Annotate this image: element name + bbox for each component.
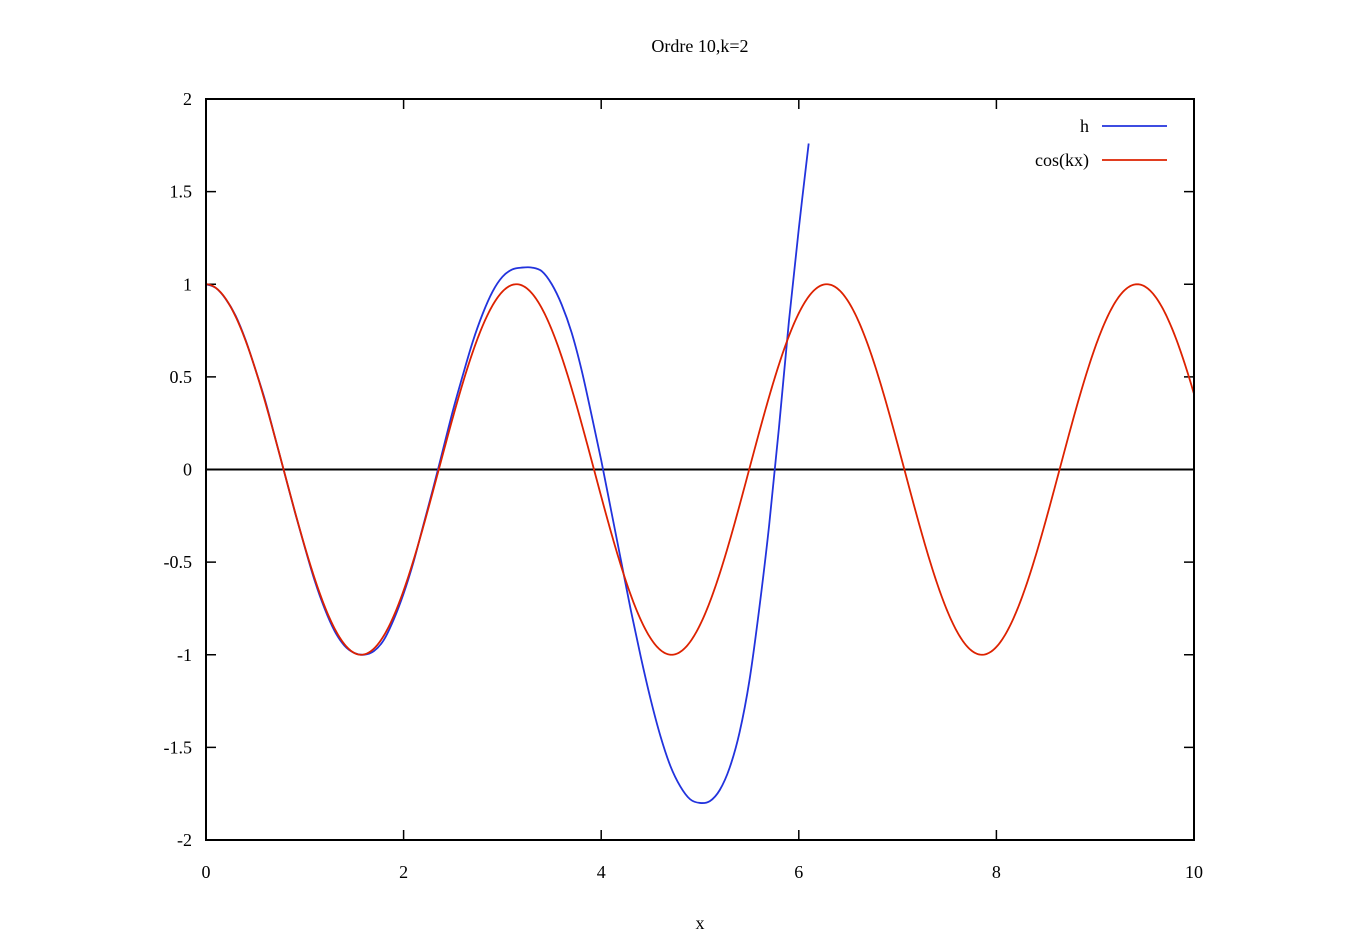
x-axis-ticks: 0 2 4 6 8 10: [202, 99, 1203, 882]
y-axis-ticks: -2 -1.5 -1 -0.5 0 0.5 1 1.5 2: [164, 89, 1194, 850]
series-group: [205, 143, 1195, 804]
series-line-cos-kx: [205, 283, 1195, 656]
y-tick-label: 2: [183, 89, 192, 109]
chart-title: Ordre 10,k=2: [651, 36, 748, 56]
plot-frame: [205, 98, 1195, 841]
y-tick-label: -2: [177, 830, 192, 850]
x-axis-label: x: [696, 913, 705, 933]
legend: h cos(kx): [1035, 116, 1167, 171]
x-tick-label: 4: [597, 862, 606, 882]
y-tick-label: 1: [183, 274, 192, 294]
y-tick-label: -0.5: [164, 552, 193, 572]
y-tick-label: 0.5: [170, 367, 193, 387]
y-tick-label: -1.5: [164, 737, 193, 757]
x-tick-label: 0: [202, 862, 211, 882]
x-tick-label: 2: [399, 862, 408, 882]
x-tick-label: 8: [992, 862, 1001, 882]
x-tick-label: 10: [1185, 862, 1203, 882]
series-line-h: [205, 143, 810, 804]
legend-label: h: [1080, 116, 1089, 136]
y-tick-label: -1: [177, 645, 192, 665]
y-tick-label: 0: [183, 460, 192, 480]
x-tick-label: 6: [794, 862, 803, 882]
y-tick-label: 1.5: [170, 182, 193, 202]
legend-label: cos(kx): [1035, 150, 1089, 171]
